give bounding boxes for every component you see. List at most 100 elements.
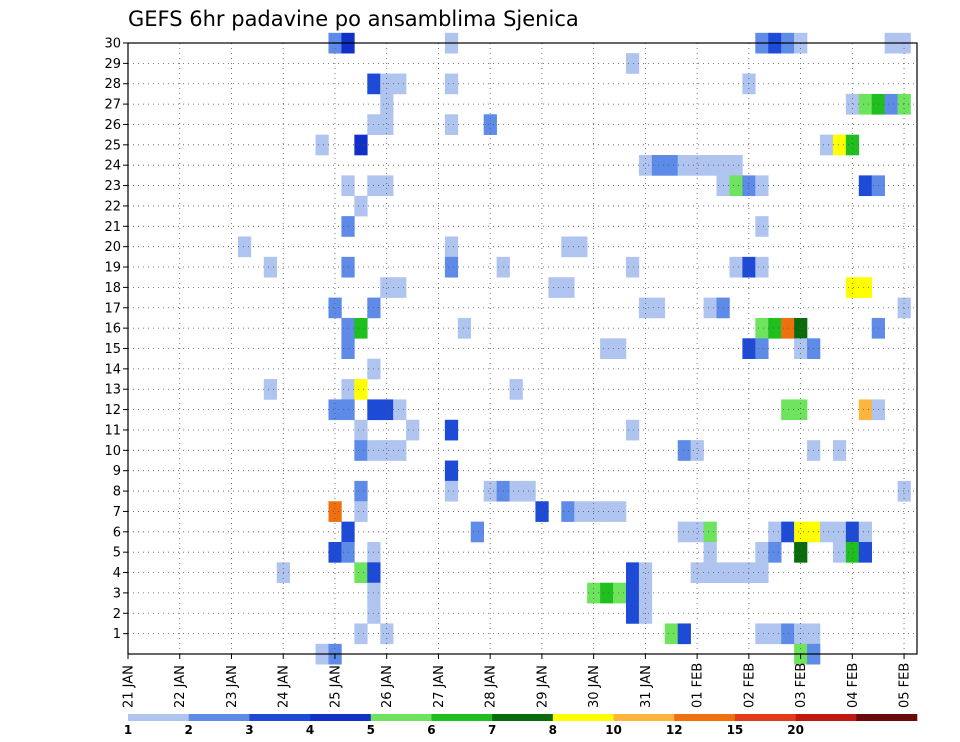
precip-cell-member-12-step-57 <box>858 399 873 421</box>
legend-label: 8 <box>549 723 557 737</box>
precip-cell-member-12-step-51 <box>781 399 795 421</box>
precip-cell-member-6-step-54 <box>819 521 834 543</box>
y-tick-label: 21 <box>104 220 121 235</box>
y-tick-label: 18 <box>104 281 121 296</box>
precip-cell-member-5-step-45 <box>703 541 717 563</box>
precip-cell-member-12-step-21 <box>393 399 407 421</box>
legend-label: 12 <box>666 723 683 737</box>
precip-cell-member-28-step-21 <box>393 73 407 95</box>
precip-cell-member-5-step-57 <box>858 541 873 563</box>
legend-swatch <box>431 714 493 721</box>
x-tick-label: 28 JAN <box>484 665 499 708</box>
precip-cell-member-4-step-18 <box>354 562 368 584</box>
precip-cell-member-19-step-25 <box>444 256 459 278</box>
legend-swatch <box>674 714 736 721</box>
precip-cell-member-19-step-49 <box>755 256 769 278</box>
precip-cell-member-19-step-48 <box>742 256 756 278</box>
plot-frame <box>127 42 918 655</box>
x-tick-label: 27 JAN <box>432 665 447 708</box>
x-tick-label: 05 FEB <box>898 663 913 708</box>
y-tick-label: 1 <box>113 627 121 642</box>
precip-cell-member-18-step-57 <box>858 277 873 298</box>
precip-cell-member-4-step-49 <box>755 562 769 584</box>
x-tick-label: 04 FEB <box>846 663 861 708</box>
y-tick-label: 25 <box>104 138 121 153</box>
precip-cell-member-20-step-34 <box>561 236 575 258</box>
precip-cell-member-27-step-20 <box>380 93 394 115</box>
y-tick-label: 12 <box>104 403 121 418</box>
precip-cell-member-7-step-18 <box>354 501 368 522</box>
legend-label: 5 <box>367 723 375 737</box>
precip-cell-member-5-step-56 <box>845 541 860 563</box>
precip-cell-member-1-step-49 <box>755 623 769 645</box>
y-tick-label: 7 <box>113 505 121 520</box>
precip-cell-member-2-step-39 <box>625 603 640 624</box>
precip-cell-member-7-step-38 <box>613 501 627 522</box>
precip-cell-member-15-step-38 <box>613 338 627 359</box>
precip-cell-member-10-step-20 <box>380 440 394 461</box>
precip-cell-member-16-step-51 <box>781 317 795 339</box>
legend-swatch <box>734 714 796 721</box>
precip-cell-member-24-step-40 <box>638 155 653 176</box>
precip-cell-member-7-step-35 <box>574 501 588 522</box>
precip-cell-member-17-step-40 <box>638 297 653 319</box>
precip-cell-member-17-step-45 <box>703 297 717 319</box>
precip-cell-member-1-step-42 <box>664 623 679 645</box>
y-tick-label: 23 <box>104 179 121 194</box>
precip-cell-member-10-step-55 <box>832 440 847 461</box>
precip-cell-member-24-step-47 <box>729 155 743 176</box>
precip-cell-member-16-step-18 <box>354 317 368 339</box>
precip-cell-member-3-step-37 <box>600 582 614 604</box>
precip-cell-member-6-step-45 <box>703 521 717 543</box>
legend-label: 20 <box>787 723 804 737</box>
precip-cell-member-6-step-52 <box>794 521 808 543</box>
precip-cell-member-19-step-47 <box>729 256 743 278</box>
y-tick-label: 13 <box>104 383 121 398</box>
precip-cell-member-27-step-57 <box>858 93 873 115</box>
legend-swatch <box>795 714 857 721</box>
y-tick-label: 27 <box>104 98 121 113</box>
x-tick-label: 21 JAN <box>122 665 137 708</box>
precip-cell-member-7-step-32 <box>535 501 549 522</box>
legend-label: 15 <box>727 723 744 737</box>
precip-cell-member-18-step-21 <box>393 277 407 298</box>
precip-cell-member-20-step-9 <box>237 236 252 258</box>
legend-swatch <box>370 714 432 721</box>
precip-cell-member-6-step-56 <box>845 521 860 543</box>
precip-cell-member-18-step-56 <box>845 277 860 298</box>
y-tick-label: 24 <box>104 159 121 174</box>
y-tick-label: 10 <box>104 444 121 459</box>
precip-cell-member-5-step-55 <box>832 541 847 563</box>
precip-cell-member-6-step-50 <box>768 521 782 543</box>
precip-cell-member-6-step-51 <box>781 521 795 543</box>
precip-cell-member-24-step-42 <box>664 155 679 176</box>
precip-cell-member-1-step-51 <box>781 623 795 645</box>
precip-cell-member-26-step-25 <box>444 114 459 135</box>
precip-cell-member-13-step-11 <box>263 379 278 400</box>
precip-cell-member-18-step-34 <box>561 277 575 298</box>
precip-cell-member-24-step-44 <box>690 155 704 176</box>
precip-cell-member-26-step-20 <box>380 114 394 135</box>
precip-cell-member-8-step-25 <box>444 480 459 502</box>
x-axis-ticks: 21 JAN 22 JAN 23 JAN 24 JAN 25 JAN 26 JAN 27 J… <box>122 654 913 708</box>
precip-cell-member-1-step-18 <box>354 623 368 645</box>
precip-cell-member-6-step-44 <box>690 521 704 543</box>
precip-cell-member-7-step-37 <box>600 501 614 522</box>
precip-cell-member-9-step-25 <box>444 460 459 482</box>
precip-cell-member-4-step-39 <box>625 562 640 584</box>
precip-cell-member-10-step-21 <box>393 440 407 461</box>
x-tick-label: 02 FEB <box>742 663 757 708</box>
precip-cell-member-23-step-57 <box>858 175 873 197</box>
x-tick-label: 31 JAN <box>639 665 654 708</box>
precip-cell-member-8-step-18 <box>354 480 368 502</box>
precip-cell-member-16-step-26 <box>457 317 472 339</box>
x-tick-label: 25 JAN <box>328 665 343 708</box>
y-tick-label: 5 <box>113 546 121 561</box>
precip-cell-member-25-step-55 <box>832 134 847 156</box>
x-tick-label: 23 JAN <box>225 665 240 708</box>
x-tick-label: 03 FEB <box>794 663 809 708</box>
precip-cell-member-20-step-35 <box>574 236 588 258</box>
precip-cell-member-8-step-30 <box>509 480 523 502</box>
precip-cell-member-27-step-59 <box>884 93 898 115</box>
x-tick-label: 26 JAN <box>380 665 395 708</box>
